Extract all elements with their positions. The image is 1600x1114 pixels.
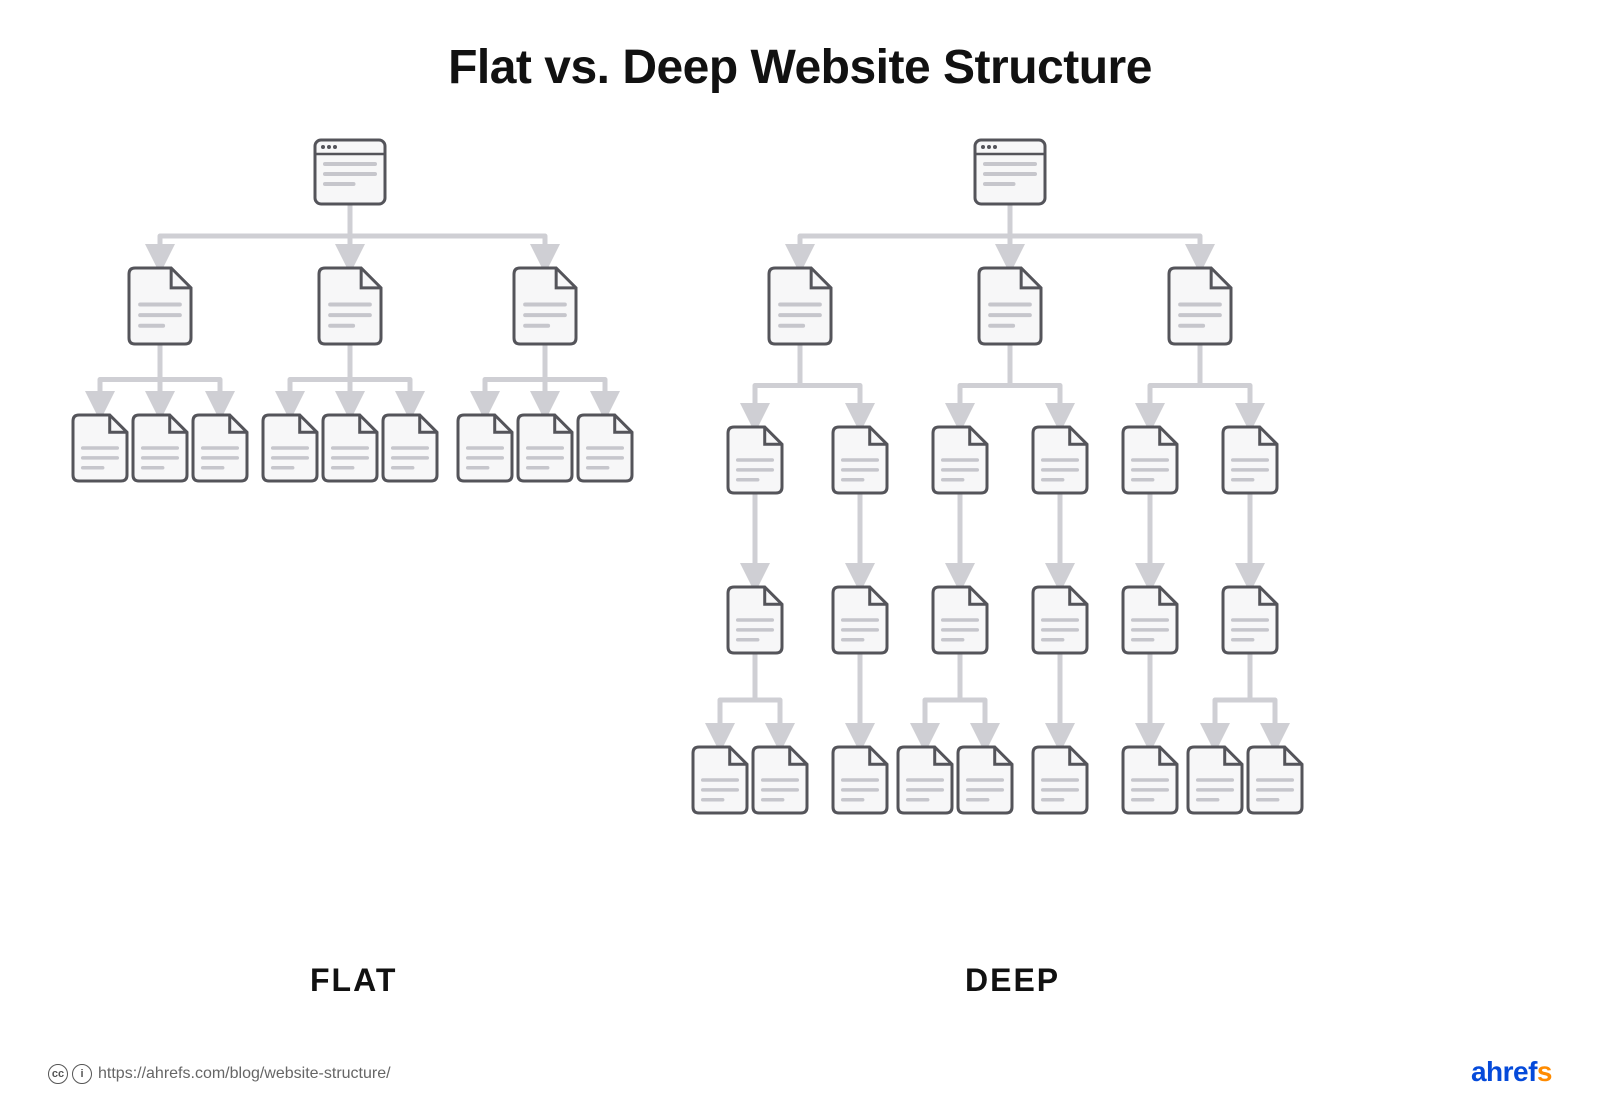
- page-icon: [1223, 587, 1277, 653]
- footer: cci https://ahrefs.com/blog/website-stru…: [48, 1064, 391, 1084]
- page-icon: [753, 747, 807, 813]
- page-icon: [1123, 587, 1177, 653]
- deep-label: DEEP: [965, 962, 1060, 999]
- flat-label: FLAT: [310, 962, 397, 999]
- page-icon: [979, 268, 1041, 344]
- page-icon: [514, 268, 576, 344]
- page-icon: [133, 415, 187, 481]
- page-icon: [728, 427, 782, 493]
- page-icon: [1033, 427, 1087, 493]
- page-icon: [193, 415, 247, 481]
- page-icon: [1033, 747, 1087, 813]
- page-icon: [319, 268, 381, 344]
- diagram-canvas: [0, 0, 1600, 1114]
- browser-icon: [315, 140, 385, 204]
- page-icon: [1223, 427, 1277, 493]
- page-icon: [833, 587, 887, 653]
- page-icon: [769, 268, 831, 344]
- page-icon: [833, 747, 887, 813]
- page-icon: [1033, 587, 1087, 653]
- page-icon: [728, 587, 782, 653]
- cc-badge-icon: cci: [48, 1064, 92, 1084]
- page-icon: [933, 587, 987, 653]
- footer-url: https://ahrefs.com/blog/website-structur…: [98, 1065, 391, 1083]
- page-icon: [1123, 747, 1177, 813]
- page-icon: [578, 415, 632, 481]
- page-icon: [323, 415, 377, 481]
- page-icon: [958, 747, 1012, 813]
- page-icon: [458, 415, 512, 481]
- browser-icon: [975, 140, 1045, 204]
- page-icon: [833, 427, 887, 493]
- page-icon: [73, 415, 127, 481]
- page-icon: [1188, 747, 1242, 813]
- page-icon: [693, 747, 747, 813]
- page-icon: [129, 268, 191, 344]
- page-icon: [263, 415, 317, 481]
- brand-logo: ahrefs: [1471, 1056, 1552, 1088]
- page-icon: [1123, 427, 1177, 493]
- page-icon: [1169, 268, 1231, 344]
- page-icon: [1248, 747, 1302, 813]
- page-icon: [898, 747, 952, 813]
- page-icon: [383, 415, 437, 481]
- page-icon: [933, 427, 987, 493]
- page-icon: [518, 415, 572, 481]
